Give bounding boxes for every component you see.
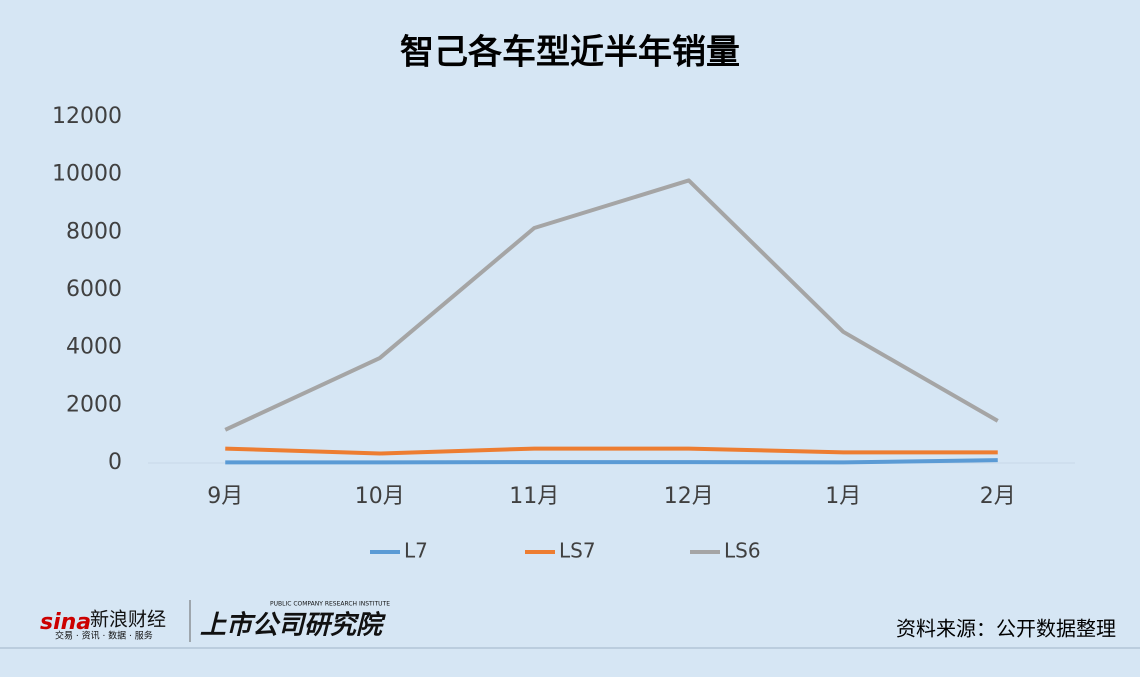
series-line — [225, 446, 998, 456]
series-line — [224, 178, 999, 432]
chart-title: 智己各车型近半年销量 — [400, 33, 740, 73]
y-tick-label: 10000 — [52, 162, 122, 187]
brand-sina-name: 新浪财经 — [90, 609, 166, 631]
y-tick-label: 12000 — [52, 104, 122, 129]
brand-sina-slogan: 交易 · 资讯 · 数据 · 服务 — [55, 630, 153, 642]
source-note: 资料来源：公开数据整理 — [896, 617, 1116, 641]
brand-institute-en: PUBLIC COMPANY RESEARCH INSTITUTE — [270, 601, 390, 608]
y-tick-label: 4000 — [66, 335, 122, 360]
y-tick-label: 6000 — [66, 277, 122, 302]
brand-institute: 上市公司研究院 — [200, 611, 386, 641]
brand-sina: sina — [40, 610, 91, 635]
x-tick-label: 2月 — [980, 484, 1016, 509]
x-tick-label: 12月 — [664, 484, 714, 509]
x-tick-label: 1月 — [825, 484, 861, 509]
legend-label: LS6 — [724, 539, 761, 563]
y-tick-label: 8000 — [66, 219, 122, 244]
y-tick-label: 0 — [108, 450, 122, 475]
legend-label: LS7 — [559, 539, 596, 563]
series-line — [225, 458, 998, 465]
x-tick-label: 10月 — [355, 484, 405, 509]
legend-label: L7 — [404, 539, 428, 563]
x-tick-label: 9月 — [207, 484, 243, 509]
x-tick-label: 11月 — [509, 484, 559, 509]
y-tick-label: 2000 — [66, 392, 122, 417]
